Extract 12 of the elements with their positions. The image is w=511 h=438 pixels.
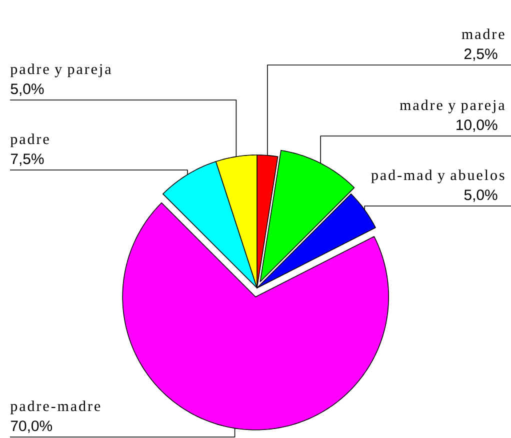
- slice-label: madre: [462, 28, 504, 40]
- slice-label: padre: [10, 134, 49, 148]
- data-label: 7,5%: [10, 154, 44, 166]
- data-label: 5,0%: [10, 84, 44, 96]
- slice-label: pad-mad y abuelos: [371, 170, 504, 184]
- slice-label: padre-madre: [10, 400, 100, 414]
- data-label: 5,0%: [464, 190, 498, 202]
- data-label: 70,0%: [10, 420, 52, 433]
- slice-label: padre y pareja: [10, 64, 112, 78]
- data-label: 2,5%: [464, 48, 498, 61]
- slice-label: madre y pareja: [400, 100, 505, 114]
- data-label: 10,0%: [456, 120, 498, 132]
